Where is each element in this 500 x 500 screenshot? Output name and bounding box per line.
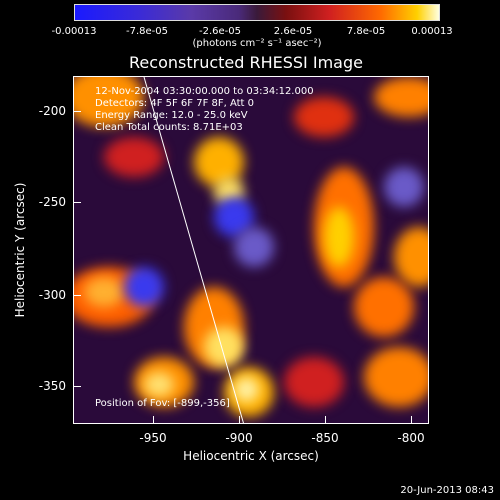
colorbar-tick: -0.00013 — [51, 26, 97, 37]
colorbar-tick: 7.8e-05 — [346, 26, 386, 37]
y-tick-label: -300 — [38, 288, 66, 302]
x-tick-mark — [325, 416, 326, 424]
info-line-detectors: Detectors: 4F 5F 6F 7F 8F, Att 0 — [95, 98, 255, 109]
x-axis-label: Heliocentric X (arcsec) — [183, 449, 319, 463]
y-axis-label: Heliocentric Y (arcsec) — [13, 182, 27, 318]
y-tick-label: -250 — [38, 195, 66, 209]
colorbar-tick: 0.00013 — [411, 26, 453, 37]
limb-line — [143, 77, 244, 423]
x-tick-label: -900 — [225, 431, 253, 445]
y-tick-mark — [73, 202, 81, 203]
x-tick-label: -800 — [397, 431, 425, 445]
footer-timestamp: 20-Jun-2013 08:43 — [400, 485, 494, 496]
x-tick-mark — [153, 416, 154, 424]
colorbar-tick: -2.6e-05 — [199, 26, 241, 37]
fov-position: Position of Fov: [-899,-356] — [95, 398, 230, 409]
colorbar-units: (photons cm⁻² s⁻¹ asec⁻²) — [192, 38, 322, 49]
y-tick-label: -350 — [38, 379, 66, 393]
colorbar-tick: 2.6e-05 — [273, 26, 313, 37]
x-tick-mark — [239, 416, 240, 424]
y-tick-mark — [73, 111, 81, 112]
colorbar-tick: -7.8e-05 — [126, 26, 168, 37]
x-tick-mark — [411, 416, 412, 424]
rhessi-image — [73, 76, 429, 424]
x-tick-label: -950 — [139, 431, 167, 445]
info-line-energy: Energy Range: 12.0 - 25.0 keV — [95, 110, 248, 121]
x-tick-label: -850 — [311, 431, 339, 445]
info-line-time: 12-Nov-2004 03:30:00.000 to 03:34:12.000 — [95, 86, 314, 97]
y-tick-label: -200 — [38, 104, 66, 118]
y-tick-mark — [73, 386, 81, 387]
image-title: Reconstructed RHESSI Image — [129, 53, 363, 72]
colorbar — [74, 4, 440, 21]
y-tick-mark — [73, 295, 81, 296]
info-line-clean: Clean Total counts: 8.71E+03 — [95, 122, 243, 133]
